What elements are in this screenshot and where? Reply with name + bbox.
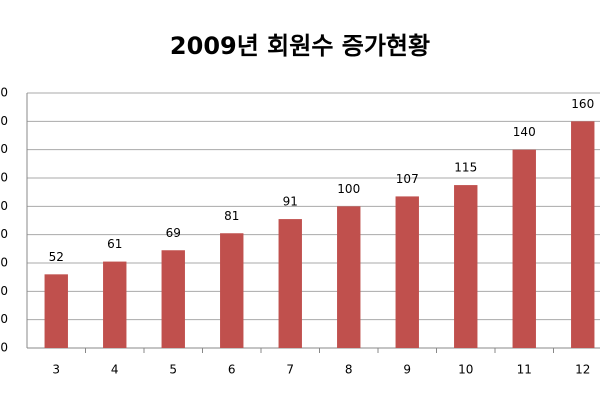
x-tick-label: 5 bbox=[169, 363, 177, 377]
bar bbox=[571, 121, 595, 348]
value-label: 115 bbox=[454, 161, 477, 175]
value-label: 91 bbox=[283, 195, 298, 209]
bar bbox=[103, 261, 127, 348]
value-label: 100 bbox=[337, 182, 360, 196]
x-tick-label: 3 bbox=[52, 363, 60, 377]
value-label: 160 bbox=[571, 97, 594, 111]
bar bbox=[220, 233, 244, 348]
value-label: 69 bbox=[166, 226, 181, 240]
y-tick-label: 120 bbox=[0, 171, 8, 185]
value-label: 61 bbox=[107, 237, 122, 251]
y-tick-label: 160 bbox=[0, 114, 8, 128]
y-tick-label: 60 bbox=[0, 256, 8, 270]
x-tick-label: 8 bbox=[345, 363, 353, 377]
y-tick-label: 100 bbox=[0, 199, 8, 213]
value-label: 81 bbox=[224, 209, 239, 223]
x-tick-label: 6 bbox=[228, 363, 236, 377]
x-tick-label: 11 bbox=[517, 363, 532, 377]
bar bbox=[454, 185, 478, 348]
y-tick-label: 20 bbox=[0, 312, 8, 326]
bar bbox=[161, 250, 185, 348]
bar bbox=[44, 274, 68, 348]
chart-title: 2009년 회원수 증가현황 bbox=[170, 32, 430, 60]
y-tick-label: 180 bbox=[0, 86, 8, 100]
value-label: 52 bbox=[49, 250, 64, 264]
bar bbox=[337, 206, 361, 348]
x-tick-label: 12 bbox=[575, 363, 590, 377]
value-label: 107 bbox=[396, 172, 419, 186]
y-tick-label: 140 bbox=[0, 142, 8, 156]
value-label: 140 bbox=[513, 125, 536, 139]
bar bbox=[512, 149, 536, 348]
x-tick-label: 9 bbox=[403, 363, 411, 377]
y-tick-label: 80 bbox=[0, 227, 8, 241]
y-tick-label: 0 bbox=[0, 341, 8, 355]
bar bbox=[395, 196, 419, 348]
y-tick-label: 40 bbox=[0, 284, 8, 298]
x-tick-label: 7 bbox=[286, 363, 294, 377]
bar bbox=[278, 219, 302, 348]
x-tick-label: 10 bbox=[458, 363, 473, 377]
x-tick-label: 4 bbox=[111, 363, 119, 377]
